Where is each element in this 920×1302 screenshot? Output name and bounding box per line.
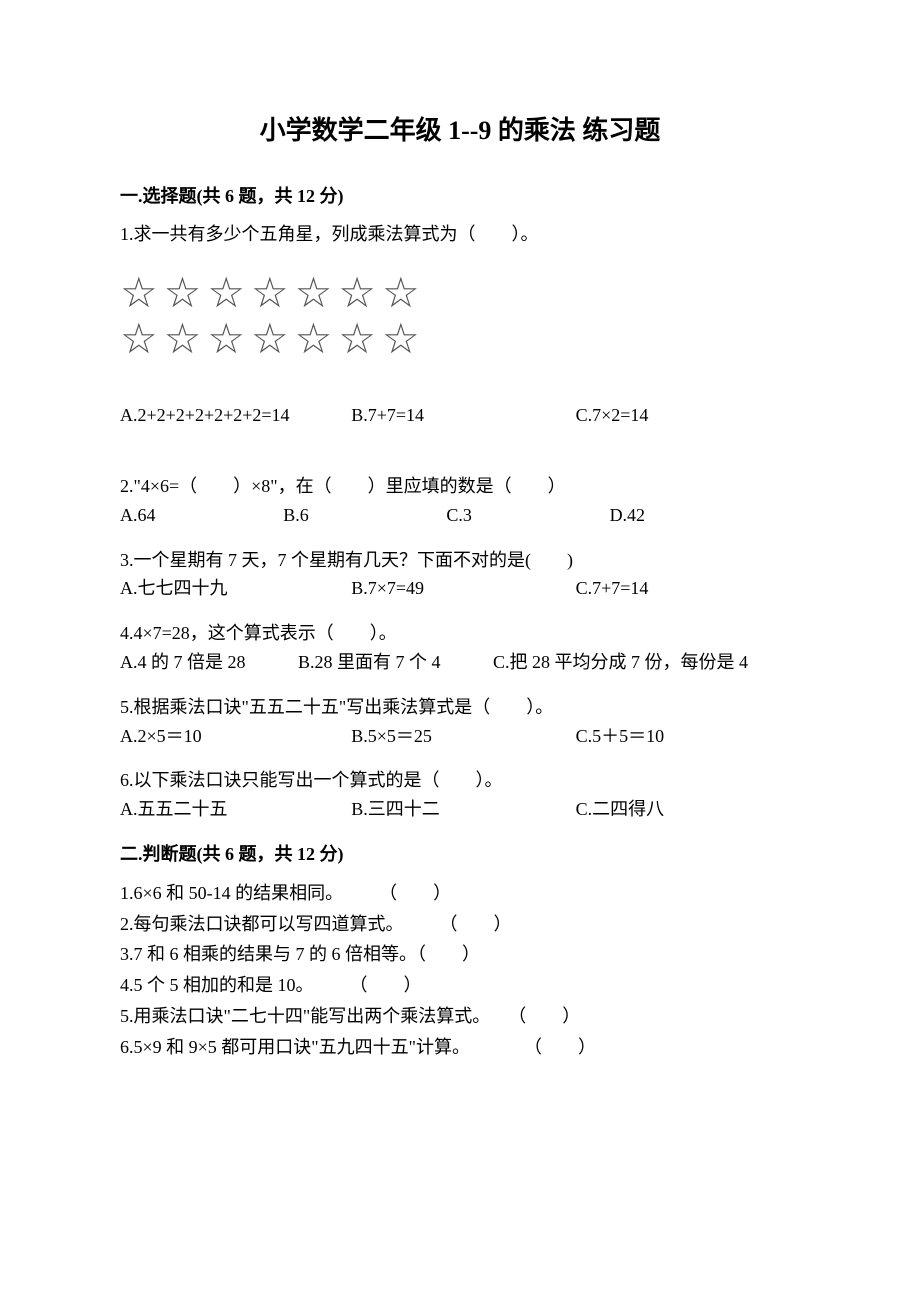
option-b: B.28 里面有 7 个 4 bbox=[298, 652, 441, 672]
question-1: 1.求一共有多少个五角星，列成乘法算式为（ ）。 ☆ ☆ ☆ ☆ ☆ ☆ ☆ ☆… bbox=[120, 220, 800, 430]
question-2: 2."4×6=（ ）×8"，在（ ）里应填的数是（ ） A.64 B.6 C.3… bbox=[120, 472, 800, 530]
option-b: B.7+7=14 bbox=[351, 401, 575, 430]
star-icon: ☆ bbox=[295, 273, 333, 315]
page-title: 小学数学二年级 1--9 的乘法 练习题 bbox=[120, 110, 800, 152]
tf-question-6: 6.5×9 和 9×5 都可用口诀"五九四十五"计算。 （ ） bbox=[120, 1033, 800, 1062]
star-icon: ☆ bbox=[338, 319, 376, 361]
question-5: 5.根据乘法口诀"五五二十五"写出乘法算式是（ ）。 A.2×5＝10 B.5×… bbox=[120, 693, 800, 751]
question-5-options: A.2×5＝10 B.5×5＝25 C.5＋5＝10 bbox=[120, 722, 800, 751]
question-6: 6.以下乘法口诀只能写出一个算式的是（ ）。 A.五五二十五 B.三四十二 C.… bbox=[120, 766, 800, 824]
section1-header: 一.选择题(共 6 题，共 12 分) bbox=[120, 182, 800, 211]
option-a: A.4 的 7 倍是 28 bbox=[120, 652, 246, 672]
star-icon: ☆ bbox=[207, 273, 245, 315]
option-a: A.七七四十九 bbox=[120, 574, 351, 603]
option-b: B.三四十二 bbox=[351, 795, 575, 824]
option-a: A.2+2+2+2+2+2+2=14 bbox=[120, 401, 351, 430]
star-icon: ☆ bbox=[164, 273, 202, 315]
stars-row-1: ☆ ☆ ☆ ☆ ☆ ☆ ☆ bbox=[120, 273, 800, 315]
tf-question-1: 1.6×6 和 50-14 的结果相同。 （ ） bbox=[120, 879, 800, 908]
question-6-options: A.五五二十五 B.三四十二 C.二四得八 bbox=[120, 795, 800, 824]
star-icon: ☆ bbox=[251, 319, 289, 361]
question-4-options: A.4 的 7 倍是 28 B.28 里面有 7 个 4 C.把 28 平均分成… bbox=[120, 648, 800, 677]
option-a: A.五五二十五 bbox=[120, 795, 351, 824]
question-1-options: A.2+2+2+2+2+2+2=14 B.7+7=14 C.7×2=14 bbox=[120, 401, 800, 430]
option-c: C.把 28 平均分成 7 份，每份是 4 bbox=[493, 652, 748, 672]
option-b: B.6 bbox=[283, 501, 446, 530]
question-3: 3.一个星期有 7 天，7 个星期有几天？下面不对的是( ) A.七七四十九 B… bbox=[120, 546, 800, 604]
question-6-text: 6.以下乘法口诀只能写出一个算式的是（ ）。 bbox=[120, 766, 800, 795]
question-3-options: A.七七四十九 B.7×7=49 C.7+7=14 bbox=[120, 574, 800, 603]
star-icon: ☆ bbox=[120, 319, 158, 361]
tf-question-5: 5.用乘法口诀"二七十四"能写出两个乘法算式。 （ ） bbox=[120, 1002, 800, 1031]
tf-question-4: 4.5 个 5 相加的和是 10。 （ ） bbox=[120, 971, 800, 1000]
star-icon: ☆ bbox=[120, 273, 158, 315]
option-c: C.7+7=14 bbox=[576, 574, 800, 603]
star-icon: ☆ bbox=[382, 319, 420, 361]
option-c: C.二四得八 bbox=[576, 795, 800, 824]
stars-image: ☆ ☆ ☆ ☆ ☆ ☆ ☆ ☆ ☆ ☆ ☆ ☆ ☆ ☆ bbox=[120, 273, 800, 361]
tf-question-3: 3.7 和 6 相乘的结果与 7 的 6 倍相等。（ ） bbox=[120, 940, 800, 969]
star-icon: ☆ bbox=[164, 319, 202, 361]
option-c: C.5＋5＝10 bbox=[576, 722, 800, 751]
question-1-text: 1.求一共有多少个五角星，列成乘法算式为（ ）。 bbox=[120, 220, 800, 249]
question-4: 4.4×7=28，这个算式表示（ ）。 A.4 的 7 倍是 28 B.28 里… bbox=[120, 619, 800, 677]
star-icon: ☆ bbox=[251, 273, 289, 315]
stars-row-2: ☆ ☆ ☆ ☆ ☆ ☆ ☆ bbox=[120, 319, 800, 361]
star-icon: ☆ bbox=[382, 273, 420, 315]
option-b: B.7×7=49 bbox=[351, 574, 575, 603]
question-2-options: A.64 B.6 C.3 D.42 bbox=[120, 501, 800, 530]
option-c: C.7×2=14 bbox=[576, 401, 800, 430]
question-4-text: 4.4×7=28，这个算式表示（ ）。 bbox=[120, 619, 800, 648]
question-3-text: 3.一个星期有 7 天，7 个星期有几天？下面不对的是( ) bbox=[120, 546, 800, 575]
option-a: A.2×5＝10 bbox=[120, 722, 351, 751]
star-icon: ☆ bbox=[207, 319, 245, 361]
star-icon: ☆ bbox=[295, 319, 333, 361]
question-5-text: 5.根据乘法口诀"五五二十五"写出乘法算式是（ ）。 bbox=[120, 693, 800, 722]
option-d: D.42 bbox=[610, 501, 800, 530]
section2-header: 二.判断题(共 6 题，共 12 分) bbox=[120, 840, 800, 869]
option-a: A.64 bbox=[120, 501, 283, 530]
option-b: B.5×5＝25 bbox=[351, 722, 575, 751]
tf-question-2: 2.每句乘法口诀都可以写四道算式。 （ ） bbox=[120, 910, 800, 939]
option-c: C.3 bbox=[446, 501, 609, 530]
star-icon: ☆ bbox=[338, 273, 376, 315]
question-2-text: 2."4×6=（ ）×8"，在（ ）里应填的数是（ ） bbox=[120, 472, 800, 501]
